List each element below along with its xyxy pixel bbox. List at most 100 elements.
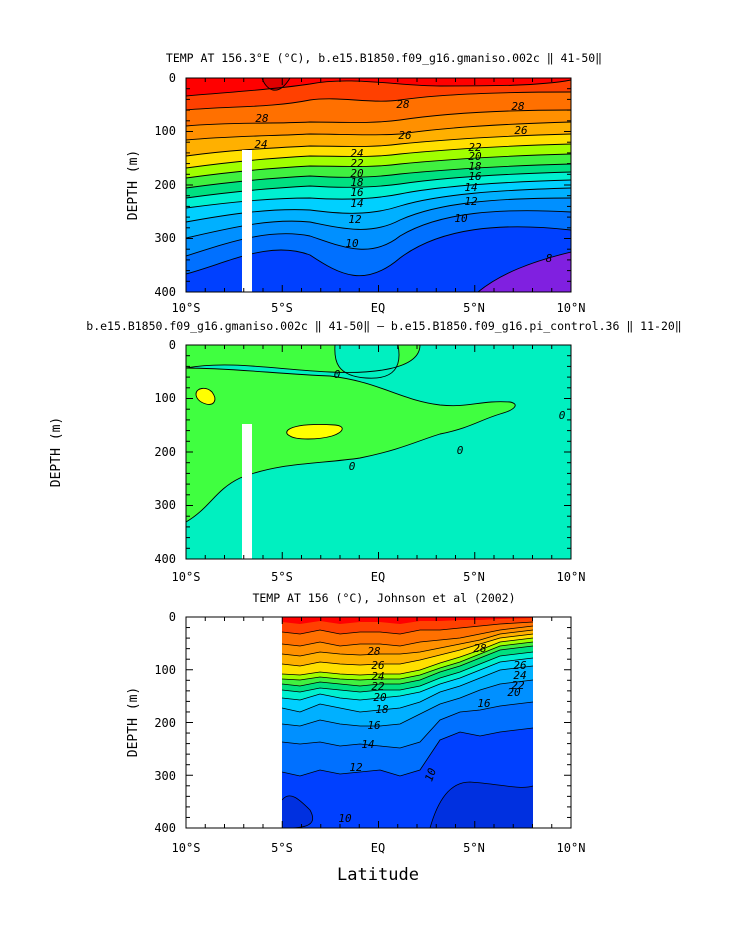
contour-label: 22 [468, 141, 482, 154]
contour-label: 14 [361, 738, 374, 751]
y-tick-label: 200 [154, 178, 176, 192]
x-tick-label: 10°N [557, 841, 586, 855]
region-warm-spot [196, 388, 215, 405]
x-tick-label: 5°S [271, 570, 293, 584]
region-warm-spot [286, 424, 343, 439]
y-tick-label: 100 [154, 124, 176, 138]
region-positive [186, 368, 516, 522]
contour-label: 16 [477, 697, 491, 710]
panel-middle-contour-lines [186, 345, 516, 523]
y-tick-label: 400 [154, 821, 176, 835]
band-8 [478, 252, 571, 292]
panel-bottom-contour-labels: 28 28 26 26 24 24 22 22 20 20 18 16 16 1… [338, 642, 527, 825]
contour-label: 26 [398, 129, 412, 142]
contour-label: 20 [507, 686, 521, 699]
contour-label: 26 [371, 659, 385, 672]
contour-label: 26 [513, 659, 527, 672]
contour-label: 10 [422, 766, 439, 783]
panel-top: TEMP AT 156.3°E (°C), b.e15.B1850.f09_g1… [126, 51, 602, 315]
contour-label: 0 [349, 460, 356, 473]
mask-bar [242, 150, 252, 293]
mask-bar [242, 424, 252, 560]
y-axis-label: DEPTH (m) [49, 417, 64, 487]
contour-label: 8 [546, 252, 553, 265]
contour-label: 28 [396, 98, 410, 111]
x-tick-label: EQ [371, 570, 385, 584]
panel-middle-title: b.e15.B1850.f09_g16.gmaniso.002c ‖ 41-50… [86, 319, 681, 333]
contour-label: 24 [350, 147, 363, 160]
x-tick-label: 5°N [463, 570, 485, 584]
contour-label: 0 [457, 444, 464, 457]
x-tick-label: 5°N [463, 301, 485, 315]
band-29 [262, 78, 290, 91]
contour-label: 18 [350, 176, 364, 189]
y-tick-label: 100 [154, 663, 176, 677]
x-tick-label: EQ [371, 841, 385, 855]
contour-label: 10 [454, 212, 468, 225]
panel-bottom-ticks [185, 616, 572, 829]
y-axis-label: DEPTH (m) [126, 687, 141, 757]
contour-label: 16 [350, 186, 364, 199]
x-tick-label: 10°N [557, 570, 586, 584]
contour-label: 24 [371, 670, 384, 683]
contour-label: 16 [367, 719, 381, 732]
y-tick-label: 400 [154, 552, 176, 566]
contour-label: 22 [350, 157, 364, 170]
contour-label: 22 [371, 680, 385, 693]
contour-label: 16 [468, 170, 482, 183]
panel-top-filled-contours: 28 28 28 26 26 24 24 22 22 20 20 18 18 1… [186, 78, 571, 292]
contour-label: 0 [559, 409, 566, 422]
y-tick-label: 0 [169, 338, 176, 352]
contour-label: 24 [513, 669, 526, 682]
contour-label: 0 [334, 368, 341, 381]
x-tick-label: 10°N [557, 301, 586, 315]
contour-label: 28 [255, 112, 269, 125]
panel-middle-ticks [185, 344, 572, 560]
band-28 [282, 617, 533, 624]
contour-label: 10 [338, 812, 352, 825]
x-tick-label: 10°S [172, 301, 201, 315]
contour-label: 22 [511, 679, 525, 692]
contour-label: 12 [464, 195, 478, 208]
contour-label: 28 [367, 645, 381, 658]
band-deep-3 [430, 782, 533, 828]
contour-label: 18 [468, 160, 482, 173]
panel-bottom-contour-lines [282, 621, 533, 828]
contour-label: 28 [511, 100, 525, 113]
contour-label: 18 [375, 703, 389, 716]
contour-label: 20 [468, 150, 482, 163]
x-tick-label: 5°S [271, 841, 293, 855]
contour-label: 28 [473, 642, 487, 655]
x-tick-label: 5°S [271, 301, 293, 315]
panel-top-contour-labels: 28 28 28 26 26 24 24 22 22 20 20 18 18 1… [254, 98, 552, 265]
panel-bottom: TEMP AT 156 (°C), Johnson et al (2002) [126, 591, 585, 885]
band-deep-2 [282, 795, 313, 828]
contour-label: 14 [464, 181, 477, 194]
panel-middle: b.e15.B1850.f09_g16.gmaniso.002c ‖ 41-50… [49, 319, 682, 584]
y-tick-label: 0 [169, 71, 176, 85]
x-tick-label: 5°N [463, 841, 485, 855]
contour-label: 24 [254, 138, 267, 151]
panel-middle-contour-labels: 0 0 0 0 [334, 368, 566, 473]
contour-label: 20 [373, 691, 387, 704]
x-tick-label: 10°S [172, 841, 201, 855]
panel-bottom-title: TEMP AT 156 (°C), Johnson et al (2002) [252, 591, 515, 605]
y-tick-label: 400 [154, 285, 176, 299]
contour-label: 12 [349, 761, 363, 774]
contour-label: 12 [348, 213, 362, 226]
x-tick-label: 10°S [172, 570, 201, 584]
contour-label: 10 [345, 237, 359, 250]
y-tick-label: 300 [154, 231, 176, 245]
y-tick-label: 200 [154, 445, 176, 459]
y-tick-label: 300 [154, 498, 176, 512]
contour-label: 14 [350, 197, 363, 210]
panel-top-ticks [185, 77, 572, 293]
y-tick-label: 300 [154, 769, 176, 783]
y-tick-label: 200 [154, 716, 176, 730]
x-axis-label: Latitude [337, 865, 419, 885]
panel-bottom-filled-contours: 28 28 26 26 24 24 22 22 20 20 18 16 16 1… [282, 617, 533, 828]
panel-top-title: TEMP AT 156.3°E (°C), b.e15.B1850.f09_g1… [166, 51, 602, 65]
x-tick-label: EQ [371, 301, 385, 315]
contour-label: 20 [350, 167, 364, 180]
